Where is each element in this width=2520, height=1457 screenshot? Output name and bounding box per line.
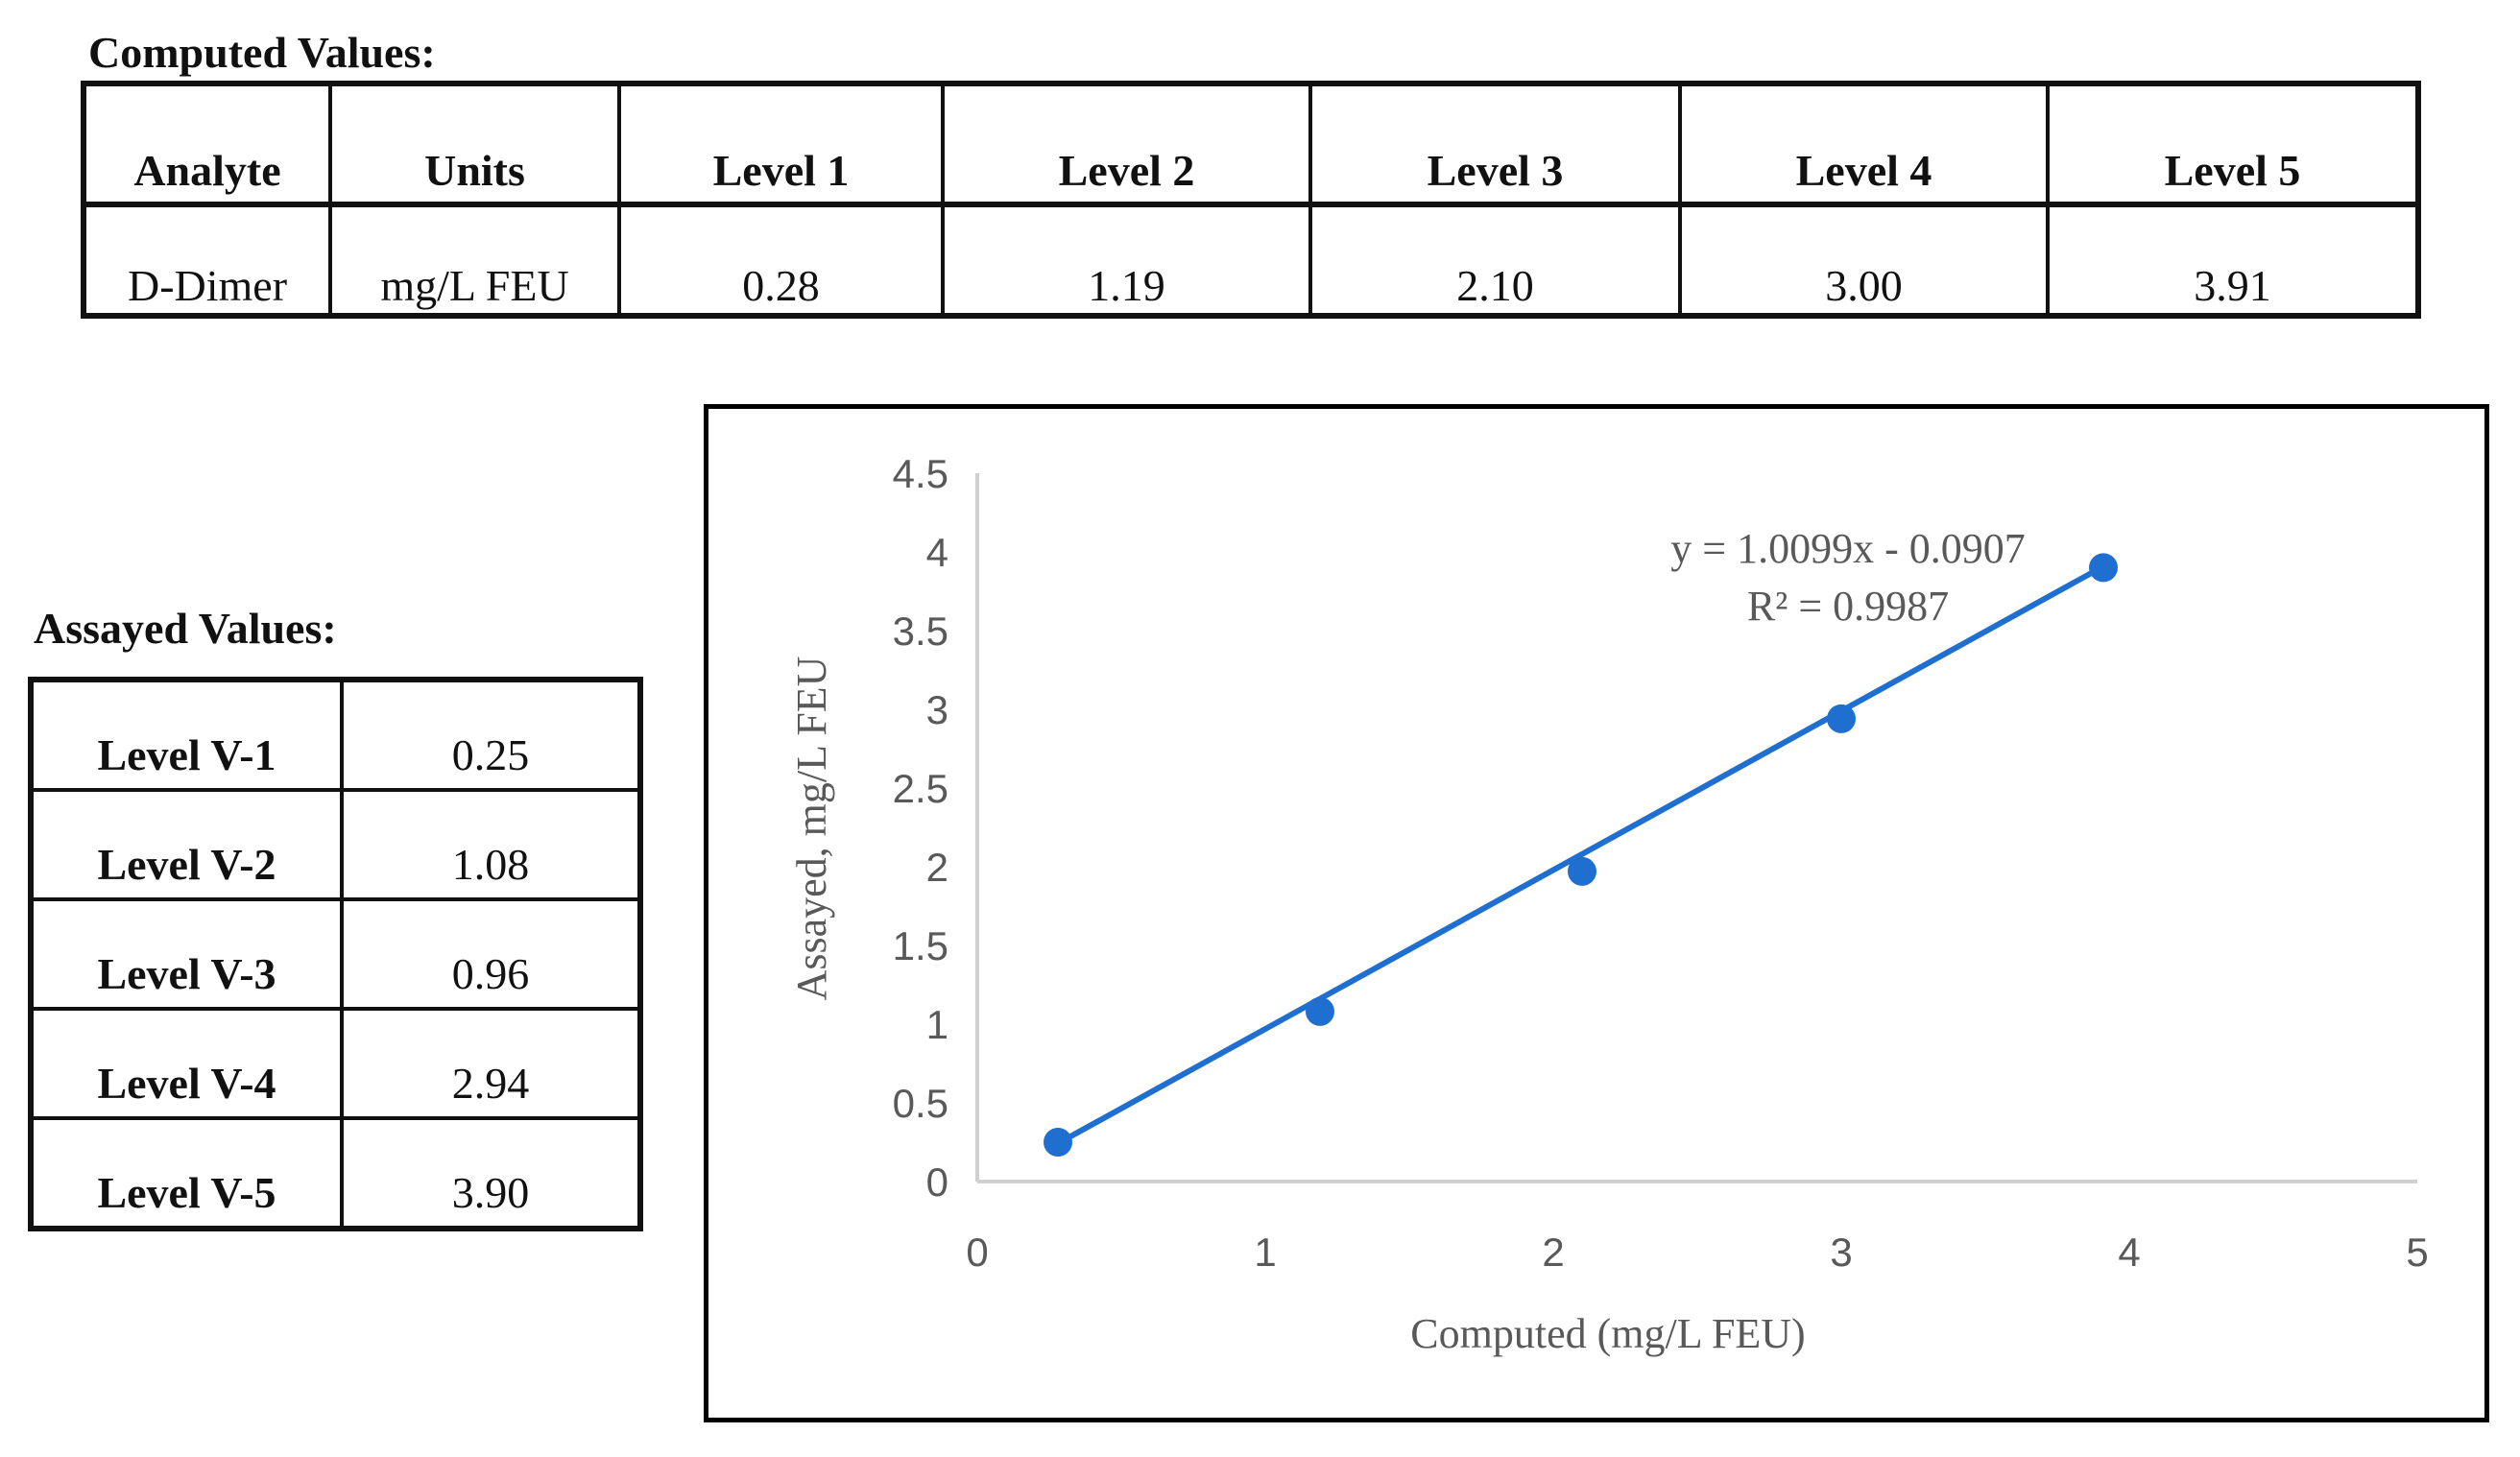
x-axis-ticks: 0 1 2 3 4 5	[966, 1230, 2428, 1275]
header-level-1: Level 1	[617, 82, 945, 207]
cell-level-4: 3.00	[1678, 203, 2050, 318]
row-label: Level V-1	[29, 678, 344, 792]
table-row: Level V-5 3.90	[29, 1116, 642, 1230]
trendline	[1055, 563, 2106, 1147]
row-value: 3.90	[340, 1116, 642, 1230]
cell-level-1: 0.28	[617, 203, 945, 318]
cell-level-5: 3.91	[2046, 203, 2420, 318]
data-point-marker	[1827, 704, 1856, 733]
row-label: Level V-2	[29, 788, 344, 901]
data-points	[1044, 553, 2118, 1157]
header-level-5: Level 5	[2046, 82, 2420, 207]
y-tick-label: 2	[926, 845, 948, 890]
data-point-marker	[1044, 1128, 1072, 1157]
row-value: 0.96	[340, 897, 642, 1011]
assayed-values-title: Assayed Values:	[34, 604, 337, 653]
x-tick-label: 0	[966, 1230, 988, 1275]
x-axis-title: Computed (mg/L FEU)	[1410, 1310, 1805, 1357]
y-axis-title: Assayed, mg/L FEU	[788, 657, 835, 1001]
y-tick-label: 3	[926, 687, 948, 732]
y-tick-label: 1.5	[893, 923, 948, 968]
header-level-3: Level 3	[1308, 82, 1682, 207]
computed-values-title: Computed Values:	[88, 28, 436, 77]
assayed-values-table: Level V-1 0.25 Level V-2 1.08 Level V-3 …	[28, 677, 643, 1231]
y-tick-label: 3.5	[893, 609, 948, 654]
y-axis-ticks: 0 0.5 1 1.5 2 2.5 3 3.5 4 4.5	[893, 451, 948, 1205]
y-tick-label: 4	[926, 530, 948, 575]
y-tick-label: 4.5	[893, 451, 948, 496]
y-tick-label: 0	[926, 1159, 948, 1205]
data-point-marker	[2089, 553, 2118, 583]
x-tick-label: 3	[1830, 1230, 1852, 1275]
x-tick-label: 5	[2406, 1230, 2428, 1275]
cell-level-3: 2.10	[1308, 203, 1682, 318]
table-row: Level V-2 1.08	[29, 788, 642, 901]
header-units: Units	[328, 82, 621, 207]
row-value: 2.94	[340, 1007, 642, 1120]
table-row: Level V-1 0.25	[29, 678, 642, 792]
y-tick-label: 1	[926, 1002, 948, 1047]
row-label: Level V-5	[29, 1116, 344, 1230]
table-row: D-Dimer mg/L FEU 0.28 1.19 2.10 3.00 3.9…	[82, 203, 2420, 318]
header-level-4: Level 4	[1678, 82, 2050, 207]
header-analyte: Analyte	[82, 82, 332, 207]
table-row: Level V-3 0.96	[29, 897, 642, 1011]
cell-level-2: 1.19	[941, 203, 1312, 318]
scatter-chart: 0 0.5 1 1.5 2 2.5 3 3.5 4 4.5 0 1 2 3 4 5 y = 1.0099x …	[704, 404, 2489, 1422]
data-point-marker	[1306, 996, 1334, 1026]
row-value: 0.25	[340, 678, 642, 792]
row-label: Level V-4	[29, 1007, 344, 1120]
computed-values-table: Analyte Units Level 1 Level 2 Level 3 Le…	[81, 81, 2421, 319]
trendline-r2: R² = 0.9987	[1747, 583, 1949, 630]
table-row: Level V-4 2.94	[29, 1007, 642, 1120]
header-level-2: Level 2	[941, 82, 1312, 207]
y-tick-label: 2.5	[893, 766, 948, 811]
x-tick-label: 2	[1542, 1230, 1564, 1275]
x-tick-label: 1	[1254, 1230, 1276, 1275]
trendline-equation: y = 1.0099x - 0.0907	[1670, 525, 2025, 572]
chart-canvas: 0 0.5 1 1.5 2 2.5 3 3.5 4 4.5 0 1 2 3 4 5 y = 1.0099x …	[788, 451, 2429, 1357]
cell-analyte: D-Dimer	[82, 203, 332, 318]
y-tick-label: 0.5	[893, 1081, 948, 1126]
x-tick-label: 4	[2118, 1230, 2140, 1275]
row-label: Level V-3	[29, 897, 344, 1011]
data-point-marker	[1568, 856, 1596, 886]
table-header-row: Analyte Units Level 1 Level 2 Level 3 Le…	[82, 82, 2420, 207]
cell-units: mg/L FEU	[328, 203, 621, 318]
row-value: 1.08	[340, 788, 642, 901]
